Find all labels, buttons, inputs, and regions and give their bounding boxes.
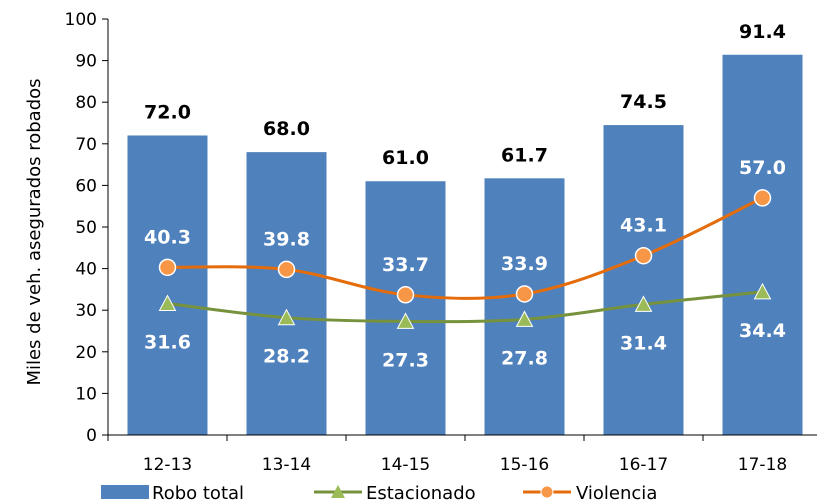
bar-16-17 [603, 125, 684, 435]
violencia-value-label: 43.1 [620, 215, 667, 237]
violencia-point [634, 246, 653, 265]
y-tick-label: 30 [75, 301, 97, 321]
x-tick-label: 16-17 [619, 455, 668, 475]
x-tick-label: 17-18 [738, 455, 787, 475]
violencia-point [753, 189, 772, 207]
x-tick-label: 12-13 [143, 455, 192, 475]
x-tick-label: 14-15 [381, 455, 430, 475]
bar-value-label: 91.4 [739, 21, 786, 43]
x-tick-label: 13-14 [262, 455, 311, 475]
labels-group: 72.0 68.0 61.0 61.7 74.5 91.4 31.6 28.2 27.3 27.8… [144, 21, 786, 372]
estacionado-value-label: 31.4 [620, 332, 667, 354]
bar-17-18 [722, 54, 803, 435]
legend-violencia-marker [540, 485, 554, 499]
y-tick-label: 80 [75, 93, 97, 113]
legend-estacionado-marker [331, 485, 345, 498]
bar-13-14 [246, 152, 327, 435]
y-tick-label: 40 [75, 260, 97, 280]
axes-group: 0 10 20 30 40 50 60 70 80 90 100 12-13 13-14 14-15 15-… [65, 10, 817, 475]
estacionado-point [277, 308, 296, 326]
legend-estacionado-label: Estacionado [366, 483, 476, 503]
estacionado-line [167, 290, 763, 324]
y-tick-label: 0 [86, 426, 97, 446]
y-tick-label: 20 [75, 343, 97, 363]
y-tick-label: 100 [65, 10, 97, 30]
bar-value-label: 72.0 [144, 101, 191, 123]
violencia-value-label: 39.8 [263, 228, 310, 250]
bar-value-label: 68.0 [263, 118, 310, 140]
violencia-point [515, 285, 534, 303]
violencia-point [396, 286, 415, 304]
estacionado-value-label: 31.6 [144, 332, 191, 354]
y-tick-label: 10 [75, 384, 97, 404]
legend-violencia-label: Violencia [576, 483, 657, 503]
estacionado-value-label: 27.3 [382, 349, 429, 371]
violencia-value-label: 40.3 [144, 226, 191, 248]
violencia-value-label: 57.0 [739, 157, 786, 179]
violencia-value-label: 33.9 [501, 253, 548, 275]
estacionado-value-label: 27.8 [501, 347, 548, 369]
y-tick-label: 50 [75, 218, 97, 238]
estacionado-point [396, 312, 415, 329]
x-tick-label: 15-16 [500, 455, 549, 475]
lines-group [158, 189, 772, 329]
bar-value-label: 61.7 [501, 144, 548, 166]
bar-14-15 [365, 181, 446, 435]
y-axis-label: Miles de veh. asegurados robados [24, 78, 45, 385]
violencia-point [158, 258, 177, 277]
bar-value-label: 61.0 [382, 147, 429, 169]
estacionado-point [158, 294, 177, 312]
legend-robo total-label: Robo total [152, 483, 244, 503]
estacionado-value-label: 34.4 [739, 320, 786, 342]
y-tick-label: 70 [75, 135, 97, 155]
estacionado-point [515, 310, 534, 327]
bar-value-label: 74.5 [620, 91, 667, 113]
legend-bar-swatch [101, 485, 149, 499]
violencia-value-label: 33.7 [382, 254, 429, 276]
estacionado-point [634, 295, 653, 312]
bar-12-13 [127, 135, 208, 436]
estacionado-value-label: 28.2 [263, 346, 310, 368]
bars-group [127, 54, 803, 436]
bar-15-16 [484, 178, 565, 435]
estacionado-point [753, 282, 772, 300]
violencia-point [277, 260, 296, 279]
y-tick-label: 90 [75, 52, 97, 72]
y-tick-label: 60 [75, 176, 97, 196]
legend: Robo total Estacionado Violencia [101, 483, 657, 503]
